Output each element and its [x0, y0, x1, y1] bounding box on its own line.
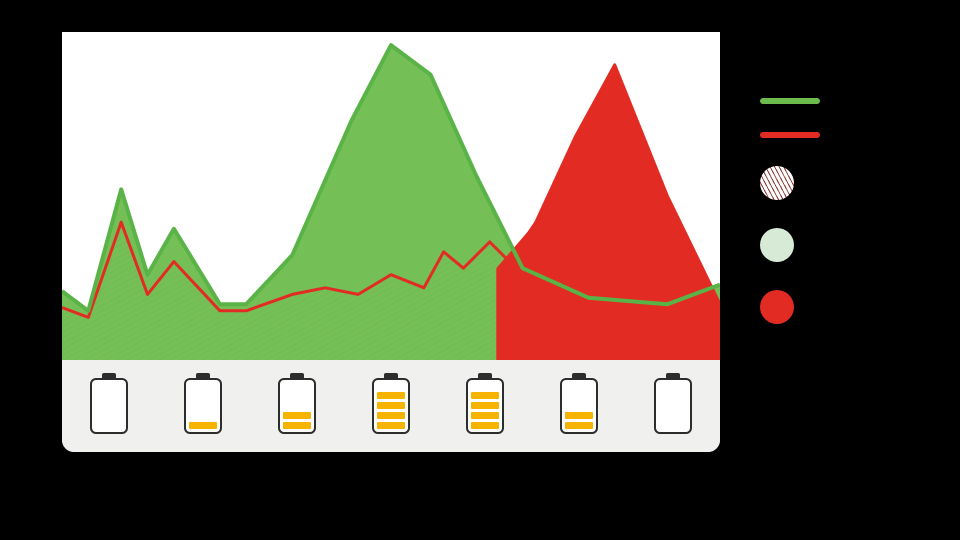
legend-item — [760, 290, 834, 324]
legend-swatch-line — [760, 98, 820, 104]
legend-item — [760, 98, 834, 104]
battery-icon — [278, 378, 316, 434]
legend-swatch-circle — [760, 228, 794, 262]
legend-item — [760, 228, 834, 262]
legend-swatch-circle — [760, 290, 794, 324]
legend-swatch-hatch — [760, 166, 794, 200]
battery-icon — [372, 378, 410, 434]
battery-strip — [62, 360, 720, 452]
battery-icon — [560, 378, 598, 434]
battery-icon — [654, 378, 692, 434]
legend-swatch-line — [760, 132, 820, 138]
infographic-root — [0, 0, 960, 540]
legend-item — [760, 166, 834, 200]
legend-item — [760, 132, 834, 138]
chart-panel — [62, 32, 720, 452]
legend — [760, 98, 834, 324]
battery-icon — [90, 378, 128, 434]
battery-icon — [466, 378, 504, 434]
battery-icon — [184, 378, 222, 434]
